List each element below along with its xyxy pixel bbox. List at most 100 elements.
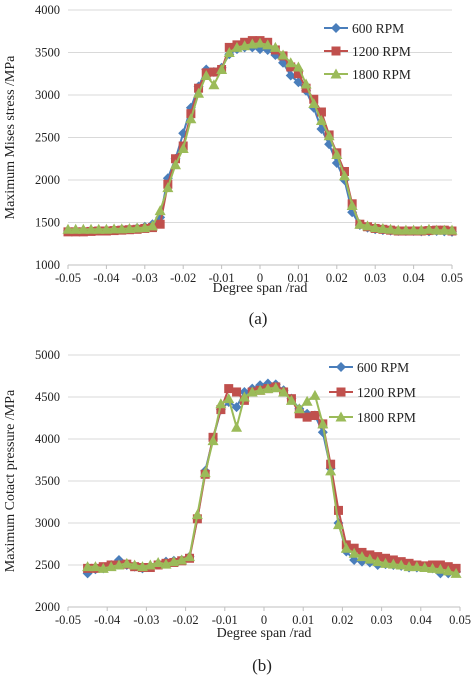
data-point xyxy=(129,559,141,570)
data-point xyxy=(100,223,112,234)
x-tick-label: 0 xyxy=(261,613,267,627)
data-point xyxy=(97,562,109,573)
y-tick-label: 4500 xyxy=(35,390,60,404)
data-point xyxy=(93,223,105,234)
data-point xyxy=(278,386,290,397)
data-point xyxy=(193,87,205,98)
data-point xyxy=(325,465,337,476)
data-point xyxy=(185,113,197,124)
data-point xyxy=(176,554,188,565)
data-point xyxy=(285,57,297,68)
x-tick-label: -0.02 xyxy=(170,271,196,285)
y-tick-label: 4000 xyxy=(35,3,60,17)
y-tick-label: 1000 xyxy=(35,258,60,272)
legend-marker xyxy=(331,23,341,33)
data-point xyxy=(170,159,182,170)
data-point xyxy=(231,402,242,413)
data-point xyxy=(207,435,219,446)
data-point xyxy=(450,567,462,578)
x-tick-label: 0.01 xyxy=(292,613,314,627)
x-tick-label: 0.04 xyxy=(410,613,433,627)
x-tick-label: -0.04 xyxy=(93,271,120,285)
legend: 600 RPM 1200 RPM 1800 RPM xyxy=(329,360,416,425)
data-point xyxy=(431,224,443,235)
contact-pressure-chart: 2000 2500 3000 3500 4000 4500 5000 -0.05 -0.04 -0… xyxy=(0,349,474,698)
data-point xyxy=(442,565,454,576)
data-point xyxy=(423,223,435,234)
y-axis-title: Maximum Mises stress /MPa xyxy=(3,55,18,220)
data-point xyxy=(224,384,234,394)
legend-marker xyxy=(330,68,342,79)
y-tick-labels: 1000 1500 2000 2500 3000 3500 4000 xyxy=(35,3,60,272)
data-point xyxy=(70,223,82,234)
data-point xyxy=(315,115,327,125)
data-point xyxy=(338,170,350,181)
data-point xyxy=(262,39,274,50)
data-point xyxy=(346,200,358,210)
data-point xyxy=(105,561,117,572)
data-point xyxy=(208,79,220,90)
data-point xyxy=(332,519,344,530)
legend-label: 1800 RPM xyxy=(357,410,416,425)
data-point xyxy=(146,220,158,231)
data-point xyxy=(246,38,258,49)
data-point xyxy=(316,107,326,117)
y-tick-label: 2000 xyxy=(35,173,60,187)
data-point xyxy=(377,222,389,233)
y-axis-title: Maximum Cotact pressure /MPa xyxy=(3,389,18,572)
data-point xyxy=(113,559,125,570)
x-ticks xyxy=(67,607,461,611)
x-ticks xyxy=(67,265,453,269)
x-tick-label: 0 xyxy=(257,271,263,285)
x-tick-labels: -0.05 -0.04 -0.03 -0.02 -0.01 0 0.01 0.02 0.03 0.… xyxy=(55,271,463,285)
data-point xyxy=(317,418,329,429)
data-point xyxy=(155,219,165,229)
data-point xyxy=(223,393,235,404)
x-tick-label: 0.02 xyxy=(326,271,348,285)
y-tick-label: 2500 xyxy=(35,131,60,145)
x-tick-label: -0.03 xyxy=(132,271,158,285)
data-point xyxy=(369,222,381,233)
data-point xyxy=(200,69,212,80)
data-point xyxy=(215,398,227,409)
x-tick-label: -0.03 xyxy=(133,613,159,627)
data-point xyxy=(121,557,133,568)
x-tick-label: -0.04 xyxy=(94,613,121,627)
data-point xyxy=(434,563,446,574)
data-point xyxy=(223,47,235,57)
data-point xyxy=(438,224,450,235)
data-point xyxy=(269,41,281,52)
data-point xyxy=(168,556,180,567)
data-point xyxy=(123,222,135,233)
data-point xyxy=(293,403,305,414)
x-tick-label: 0.03 xyxy=(371,613,393,627)
data-point xyxy=(199,467,211,478)
data-point xyxy=(77,223,89,234)
x-tick-label: 0.05 xyxy=(441,271,463,285)
data-point xyxy=(308,98,320,108)
data-point xyxy=(364,553,376,564)
data-point xyxy=(415,224,427,235)
x-axis-title: Degree span /rad xyxy=(213,281,308,296)
legend-label: 1200 RPM xyxy=(352,44,411,59)
data-point xyxy=(356,551,368,562)
legend-marker xyxy=(336,362,346,372)
data-point xyxy=(154,205,166,216)
legend-marker xyxy=(331,46,341,56)
y-tick-label: 1500 xyxy=(35,216,60,230)
data-point xyxy=(380,557,392,568)
data-point xyxy=(385,223,397,234)
data-point xyxy=(285,394,297,405)
data-point xyxy=(184,551,196,562)
data-point xyxy=(209,67,219,77)
legend-label: 1200 RPM xyxy=(357,385,416,400)
data-point xyxy=(254,37,266,48)
mises-stress-chart: 1000 1500 2000 2500 3000 3500 4000 -0.05 -0.04 -0… xyxy=(3,3,463,328)
data-point xyxy=(89,561,101,572)
data-point xyxy=(362,220,374,231)
data-point xyxy=(392,224,404,235)
data-point xyxy=(152,556,164,567)
data-point xyxy=(340,542,352,553)
data-point xyxy=(400,224,412,235)
